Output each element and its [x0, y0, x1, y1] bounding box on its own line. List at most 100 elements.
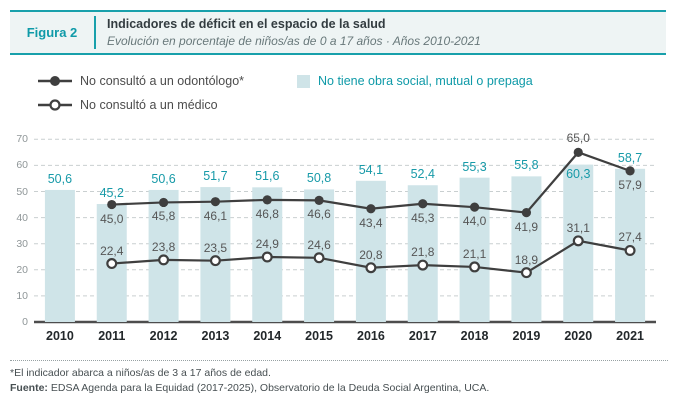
marker-filled-2021: [625, 166, 635, 176]
legend-item-odontologo: No consultó a un odontólogo*: [38, 74, 244, 88]
marker-open-2021: [624, 244, 636, 256]
legend-label-odontologo: No consultó a un odontólogo*: [80, 74, 245, 88]
marker-filled-2011: [107, 199, 117, 210]
legend-item-obra-social: No tiene obra social, mutual o prepaga: [297, 74, 533, 88]
figure-title-block: Indicadores de déficit en el espacio de …: [96, 17, 481, 48]
line1-value-label-2021: 27,4: [618, 230, 642, 245]
legend-label-obra-social: No tiene obra social, mutual o prepaga: [318, 74, 533, 88]
line1-value-label-2012: 23,8: [151, 239, 176, 254]
line1-value-label-2017: 21,8: [411, 245, 435, 260]
line0-value-label-2020: 65,0: [566, 131, 590, 146]
year-label-2010: 2010: [46, 329, 74, 343]
marker-open-2015: [313, 252, 325, 264]
marker-filled-2013: [210, 197, 221, 207]
bar-value-label-2016: 54,1: [358, 162, 384, 177]
chart-canvas: [34, 138, 656, 324]
ytick-label-70: 70: [16, 133, 28, 146]
line0-value-label-2021: 57,9: [618, 177, 642, 192]
line1-value-label-2011: 22,4: [100, 243, 124, 258]
marker-open-2016: [365, 262, 377, 274]
marker-filled-2014: [262, 195, 272, 205]
bar-value-label-2012: 50,6: [151, 171, 176, 186]
line1-value-label-2020: 31,1: [566, 220, 590, 235]
line0-value-label-2015: 46,6: [307, 207, 331, 222]
line1-value-label-2014: 24,9: [255, 237, 279, 251]
line0-value-label-2012: 45,8: [151, 209, 176, 224]
line1-value-label-2015: 24,6: [307, 237, 331, 252]
legend-item-medico: No consultó a un médico: [38, 98, 218, 112]
marker-open-2012: [158, 254, 170, 266]
figure-title: Indicadores de déficit en el espacio de …: [107, 17, 386, 31]
header-divider: [94, 16, 96, 49]
line1-value-label-2018: 21,1: [462, 246, 487, 261]
ytick-label-30: 30: [16, 237, 28, 250]
ytick-label-0: 0: [22, 316, 28, 328]
bar-value-label-2019: 55,8: [514, 158, 539, 173]
marker-filled-2020: [573, 147, 583, 157]
footnote-source: Fuente: EDSA Agenda para la Equidad (2017…: [10, 382, 489, 394]
bar-value-label-2013: 51,7: [203, 169, 228, 184]
bar-value-label-2018: 55,3: [462, 159, 487, 174]
bar-value-label-2021: 58,7: [617, 150, 643, 165]
line0-value-label-2011: 45,0: [100, 211, 124, 226]
marker-filled-2018: [469, 202, 480, 212]
year-label-2013: 2013: [201, 329, 230, 343]
year-label-2021: 2021: [616, 329, 644, 343]
ytick-label-50: 50: [16, 185, 28, 198]
figure-header: Figura 2 Indicadores de déficit en el es…: [10, 10, 666, 55]
chart: 0 10 20 30 40 50 60 70 50,6 45,2 50,6 51,7 51,6 50,8 5…: [0, 122, 678, 344]
marker-filled-2015: [314, 195, 324, 205]
open-dot-line-icon: [38, 99, 72, 111]
marker-open-2018: [469, 261, 481, 273]
figure-subtitle: Evolución en porcentaje de niños/as de 0…: [107, 34, 481, 48]
marker-open-2014: [261, 251, 273, 263]
marker-filled-2019: [521, 208, 532, 218]
bar-2019: [511, 176, 542, 322]
marker-filled-2012: [158, 197, 169, 208]
line0-value-label-2018: 44,0: [462, 214, 487, 229]
line0-value-label-2013: 46,1: [203, 208, 228, 223]
footnote-source-text: EDSA Agenda para la Equidad (2017-2025),…: [50, 382, 490, 394]
ytick-label-20: 20: [16, 263, 28, 276]
bar-value-label-2010: 50,6: [47, 171, 73, 186]
year-label-2014: 2014: [253, 329, 282, 343]
figure-label: Figura 2: [26, 25, 78, 40]
ytick-label-10: 10: [16, 289, 28, 302]
filled-dot-line-icon: [38, 76, 72, 86]
footnote-separator: [10, 360, 668, 361]
marker-open-2011: [106, 258, 118, 270]
ytick-label-60: 60: [16, 159, 28, 172]
marker-filled-2017: [418, 199, 428, 209]
line1-value-label-2013: 23,5: [203, 240, 228, 255]
year-label-2016: 2016: [357, 329, 385, 343]
bar-2010: [44, 189, 75, 322]
legend-label-medico: No consultó a un médico: [80, 98, 218, 112]
bar-value-label-2011: 45,2: [99, 186, 124, 201]
marker-open-2017: [417, 259, 429, 271]
marker-open-2020: [572, 235, 584, 247]
bar-value-label-2020: 60,3: [566, 166, 591, 181]
bar-2018: [459, 177, 490, 322]
footnote-asterisk: *El indicador abarca a niños/as de 3 a 1…: [10, 367, 271, 379]
bar-2013: [200, 187, 231, 322]
line0-value-label-2017: 45,3: [411, 210, 435, 225]
bar-swatch-icon: [297, 74, 310, 88]
line0-value-label-2019: 41,9: [514, 219, 539, 234]
year-label-2017: 2017: [408, 329, 437, 343]
line0-value-label-2016: 43,4: [359, 215, 383, 230]
bar-value-label-2015: 50,8: [306, 171, 332, 186]
year-label-2012: 2012: [149, 329, 178, 343]
ytick-label-40: 40: [16, 211, 28, 224]
line1-value-label-2019: 18,9: [514, 252, 539, 267]
bar-value-label-2017: 52,4: [410, 167, 435, 182]
year-label-2018: 2018: [460, 329, 489, 343]
bar-value-label-2014: 51,6: [255, 169, 280, 184]
line1-value-label-2016: 20,8: [359, 247, 383, 262]
marker-filled-2016: [366, 204, 376, 214]
year-label-2011: 2011: [98, 329, 126, 343]
year-label-2015: 2015: [305, 329, 333, 343]
year-label-2019: 2019: [512, 329, 541, 343]
footnote-source-label: Fuente:: [10, 382, 48, 394]
marker-open-2013: [209, 255, 221, 267]
year-label-2020: 2020: [564, 329, 593, 343]
